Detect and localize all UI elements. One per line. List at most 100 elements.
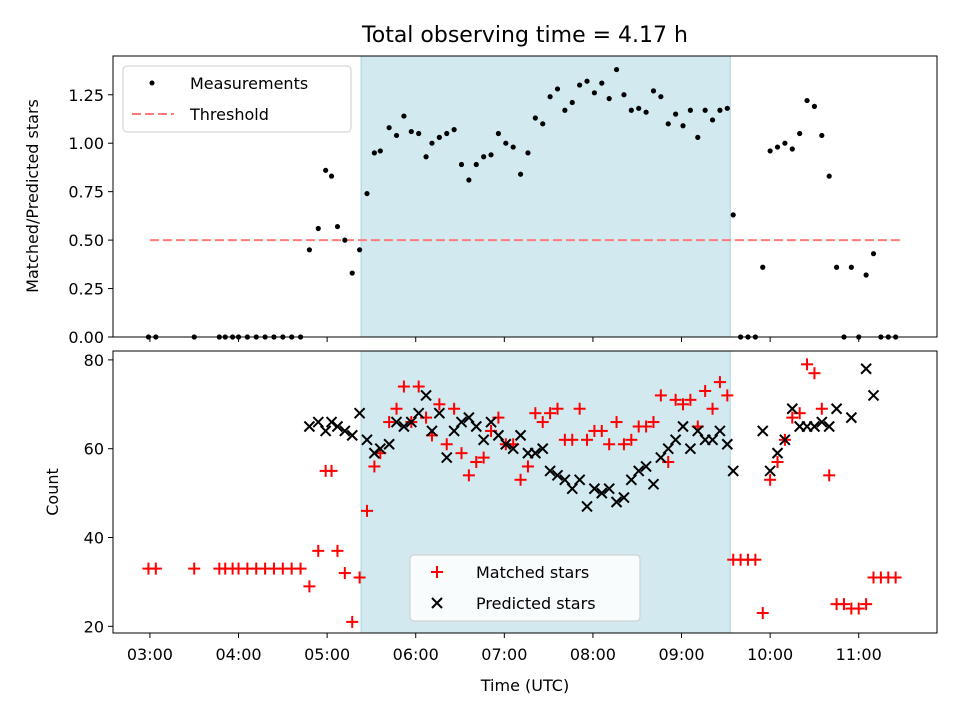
measurement-points [145, 66, 899, 340]
matched-stars-point [603, 438, 616, 451]
predicted-stars-point [507, 442, 519, 455]
y-tick-label: 0.50 [68, 231, 104, 250]
predicted-stars-point [588, 482, 601, 495]
matched-stars-point [566, 433, 579, 446]
measurement-point [621, 92, 627, 98]
matched-stars-point [536, 416, 549, 429]
predicted-stars-point [544, 465, 556, 477]
y-axis-label-ratio: Matched/Predicted stars [23, 99, 42, 293]
measurement-point [650, 88, 657, 94]
predicted-stars-point [603, 482, 615, 495]
measurement-point [628, 107, 634, 113]
chart-title: Total observing time = 4.17 h [361, 23, 688, 48]
predicted-stars-point [470, 420, 482, 433]
measurement-point [532, 115, 538, 121]
predicted-stars-point [383, 438, 395, 450]
measurement-point [377, 148, 383, 154]
measurement-point [782, 140, 788, 146]
predicted-stars-point [433, 407, 446, 419]
matched-stars-point [470, 456, 483, 469]
x-tick-label: 07:00 [481, 645, 527, 664]
legend-top-box [122, 65, 352, 133]
matched-stars-point [610, 416, 623, 429]
predicted-stars-point [390, 416, 403, 428]
predicted-stars-point [374, 442, 386, 455]
measurement-point [473, 161, 479, 168]
measurement-point [569, 99, 575, 106]
predicted-stars-point [816, 416, 828, 428]
matched-stars-point [477, 451, 490, 464]
measurement-point [554, 86, 561, 92]
x-tick-label: 06:00 [393, 645, 439, 664]
measurement-point [658, 94, 664, 100]
measurement-point [488, 152, 494, 158]
measurement-point [416, 130, 422, 137]
x-axis-label: Time (UTC) [480, 676, 569, 695]
matched-stars-point [303, 580, 316, 593]
predicted-stars-point [618, 491, 630, 504]
count-points [142, 358, 902, 628]
measurement-point [547, 94, 553, 100]
measurement-point [724, 105, 730, 111]
matched-stars-point [346, 615, 359, 628]
predicted-stars-point [303, 420, 316, 433]
legend-marker-measurements [149, 80, 155, 86]
predicted-stars-point [420, 389, 432, 402]
matched-stars-point [640, 420, 653, 433]
x-ticks-top [149, 337, 860, 342]
predicted-stars-point [692, 425, 704, 437]
predicted-stars-point [830, 403, 843, 415]
measurement-point [495, 130, 502, 137]
predicted-stars-point [581, 500, 593, 513]
y-tick-label: 40 [84, 529, 104, 548]
predicted-stars-point [823, 420, 835, 433]
predicted-stars-point [684, 442, 697, 455]
predicted-stars-point [779, 434, 791, 446]
matched-stars-point [721, 389, 734, 402]
measurement-point [423, 154, 429, 160]
matched-stars-point [889, 571, 902, 584]
predicted-stars-point [632, 465, 645, 477]
matched-stars-point [433, 398, 446, 411]
measurement-point [709, 117, 716, 123]
matched-stars-point [294, 562, 307, 575]
matched-stars-point [617, 438, 630, 451]
matched-stars-point [815, 402, 828, 415]
measurement-point [540, 121, 546, 127]
predicted-stars-point [441, 451, 453, 464]
predicted-stars-point [500, 438, 512, 450]
predicted-stars-point [640, 460, 652, 473]
matched-stars-point [647, 416, 660, 429]
measurement-point [717, 107, 723, 113]
measurement-point [525, 150, 531, 156]
predicted-stars-point [405, 416, 418, 428]
measurement-point [408, 128, 414, 135]
x-axis-time: 03:00 04:00 05:00 06:00 07:00 08:00 09:00 10:00… [127, 633, 882, 664]
predicted-stars-point [361, 434, 373, 446]
matched-stars-point [625, 433, 638, 446]
matched-stars-point [397, 380, 410, 393]
matched-stars-point [823, 469, 836, 482]
predicted-stars-point [845, 411, 858, 424]
measurement-point [577, 82, 583, 88]
predicted-stars-point [319, 425, 332, 437]
y-tick-label: 60 [84, 440, 104, 459]
measurement-point [466, 177, 472, 183]
matched-stars-point [837, 598, 850, 611]
matched-stars-point [360, 504, 373, 517]
matched-stars-point [749, 553, 762, 566]
measurement-point [306, 247, 313, 253]
matched-stars-point [368, 460, 381, 473]
measurement-point [636, 105, 642, 111]
predicted-stars-point [312, 416, 324, 428]
matched-stars-point [188, 562, 201, 575]
y-tick-label: 0.00 [68, 328, 104, 347]
legend-top: Measurements Threshold [122, 65, 352, 133]
matched-stars-point [852, 602, 865, 615]
matched-stars-point [786, 411, 799, 424]
measurement-point [833, 264, 840, 270]
measurement-point [436, 134, 442, 140]
measurement-point [562, 107, 568, 113]
measurement-point [444, 130, 450, 137]
